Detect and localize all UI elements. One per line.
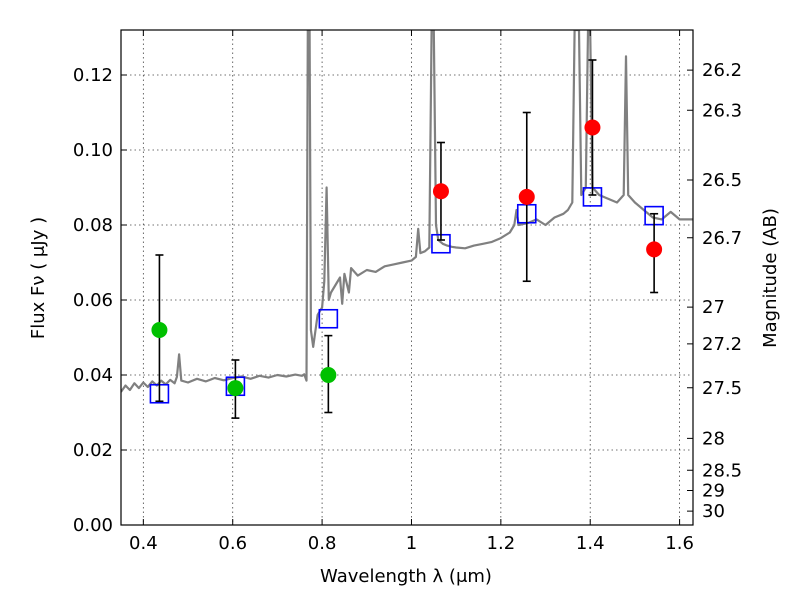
measured-flux-point — [320, 367, 337, 383]
y-tick-label: 0.10 — [73, 140, 113, 161]
y2-tick-label: 29 — [702, 481, 725, 502]
plot-frame — [120, 29, 694, 526]
y2-tick-label: 28 — [702, 428, 725, 449]
plot-area — [121, 30, 693, 419]
y-tick-label: 0.04 — [73, 365, 113, 386]
y-tick-label: 0.12 — [73, 65, 113, 86]
measured-flux-point — [646, 241, 663, 258]
y2-tick-label: 27.5 — [702, 378, 742, 399]
x-tick-label: 1.2 — [487, 533, 516, 554]
x-tick-label: 0.8 — [308, 533, 337, 554]
grid — [121, 30, 693, 526]
x-tick-label: 0.4 — [129, 533, 158, 554]
y2-tick-label: 28.5 — [702, 460, 742, 481]
measured-flux-point — [518, 188, 535, 205]
x-tick-label: 1 — [406, 533, 417, 554]
y2-tick-label: 27.2 — [702, 334, 742, 355]
x-tick-label: 1.4 — [576, 533, 605, 554]
measured-flux-point — [584, 119, 601, 136]
measured-flux-point — [432, 183, 449, 200]
plot-body — [121, 30, 693, 419]
y2-tick-label: 26.2 — [702, 60, 742, 81]
axis-ticks: 0.4 0.6 0.8 1 1.2 1.4 1.6 0.00 0.02 0.04 0.06 0.08 0… — [73, 30, 742, 554]
y2-tick-label: 26.5 — [702, 170, 742, 191]
y-tick-label: 0.00 — [73, 515, 113, 536]
y2-tick-label: 26.7 — [702, 228, 742, 249]
y-axis-title: Flux Fν ( μJy ) — [28, 217, 49, 339]
y-tick-label: 0.08 — [73, 215, 113, 236]
measured-flux-point — [151, 322, 168, 338]
spectrum-line — [121, 30, 693, 393]
x-tick-label: 1.6 — [665, 533, 694, 554]
y2-axis-title: Magnitude (AB) — [760, 208, 781, 348]
measured-flux-point — [227, 380, 244, 397]
y-tick-label: 0.02 — [73, 440, 113, 461]
x-axis-title: Wavelength λ (μm) — [320, 566, 492, 587]
x-tick-label: 0.6 — [218, 533, 247, 554]
y2-tick-label: 26.3 — [702, 100, 742, 121]
model-flux-square — [318, 308, 339, 329]
y2-tick-label: 30 — [702, 501, 725, 522]
y-tick-label: 0.06 — [73, 290, 113, 311]
y2-tick-label: 27 — [702, 297, 725, 318]
